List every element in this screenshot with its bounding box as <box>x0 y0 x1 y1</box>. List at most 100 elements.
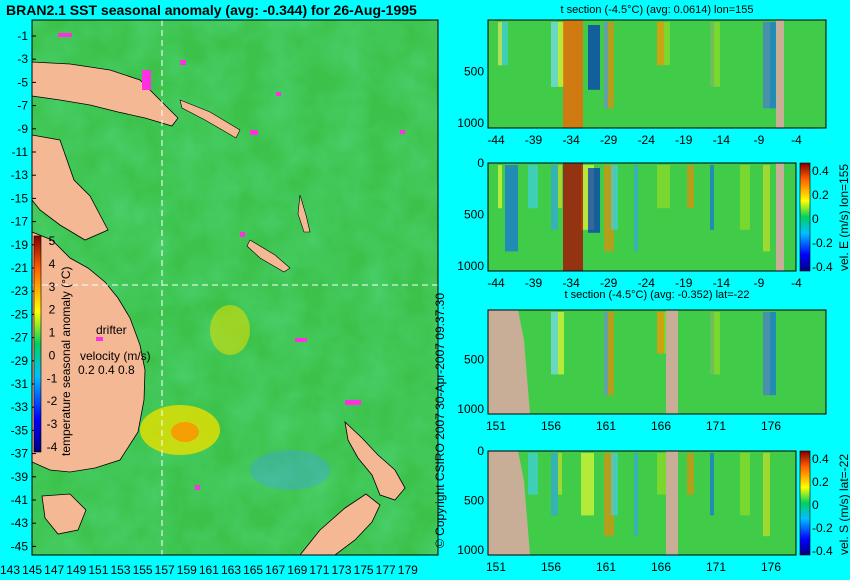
x-tick-label: 151 <box>486 560 506 574</box>
section-stripe <box>611 453 618 516</box>
main-map <box>31 19 439 556</box>
lon-tick-label: 155 <box>133 563 153 577</box>
y-tick-label: 0 <box>477 444 484 458</box>
x-tick-label: 171 <box>706 560 726 574</box>
section-stripe <box>611 165 618 230</box>
section-colorbar-label: vel. E (m/s) lon=155 <box>837 164 850 271</box>
vanuatu <box>297 194 311 233</box>
section-stripe <box>604 22 608 109</box>
colorbar-tick-label: 0.2 <box>812 475 829 489</box>
section-stripe <box>604 22 614 109</box>
x-tick-label: -24 <box>638 276 656 290</box>
section-stripe <box>581 453 594 516</box>
lon-tick-label: 145 <box>22 563 42 577</box>
section-frame <box>487 162 797 272</box>
lon-tick-label: 147 <box>44 563 64 577</box>
colorbar-tick-label: 0 <box>812 498 819 512</box>
section-stripe <box>551 453 558 516</box>
y-tick-label: 500 <box>464 494 484 508</box>
section-land-mask <box>488 451 530 555</box>
y-tick-label: 1000 <box>457 116 484 130</box>
section-stripe <box>763 312 776 396</box>
lat-tick-label: -25 <box>11 307 29 321</box>
section-strong-anomaly <box>563 163 583 271</box>
colorbar-tick-label: 0.4 <box>812 164 829 178</box>
section-stripe <box>604 453 614 537</box>
section-stripe <box>657 312 664 354</box>
section-strong-anomaly <box>563 20 583 128</box>
lat-tick-label: -33 <box>11 400 29 414</box>
section-stripe <box>498 22 508 66</box>
section-stripe <box>710 453 714 516</box>
colorbar-tick-label: -4 <box>47 440 58 454</box>
section-stripe <box>763 453 770 537</box>
lon-tick-label: 179 <box>398 563 418 577</box>
cool-anomaly-south <box>250 450 330 490</box>
section-stripe <box>740 453 750 516</box>
new-guinea-landmass <box>31 61 179 127</box>
section-stripe <box>551 165 558 230</box>
lon-tick-label: 159 <box>177 563 197 577</box>
lat-tick-label: -3 <box>17 52 28 66</box>
x-tick-label: -44 <box>487 133 505 147</box>
main-colorbar-label: temperature seasonal anomaly (°C) <box>59 266 73 456</box>
lon-tick-label: 161 <box>199 563 219 577</box>
x-tick-label: 176 <box>761 560 781 574</box>
x-tick-label: 161 <box>596 560 616 574</box>
section-stripe <box>528 165 538 209</box>
copyright-text: © Copyright CSIRO 2007 30-Apr-2007 09:37… <box>433 293 447 548</box>
section-stripe <box>604 165 614 252</box>
x-tick-label: 166 <box>651 560 671 574</box>
section-cold-band <box>588 25 600 90</box>
x-tick-label: -29 <box>600 133 618 147</box>
tasmania-landmass <box>41 493 87 535</box>
lon-ticks: 143 145 147 149 151 153 155 157 159 161 163 165 167 1… <box>0 563 418 577</box>
x-tick-label: -34 <box>562 276 580 290</box>
lat-tick-label: -37 <box>11 447 29 461</box>
colorbar-tick-label: -1 <box>47 371 58 385</box>
y-tick-label: 1000 <box>457 402 484 416</box>
lon-tick-label: 171 <box>309 563 329 577</box>
warm-anomaly-coral <box>210 305 250 355</box>
section-stripe <box>634 453 638 537</box>
lat-tick-label: -13 <box>11 168 29 182</box>
section-stripe <box>687 165 694 209</box>
lat-tick-label: -23 <box>11 284 29 298</box>
y-tick-label: 1000 <box>457 259 484 273</box>
section-land-mask <box>666 310 678 414</box>
colorbar-tick-label: 0 <box>49 348 56 362</box>
lon-tick-label: 167 <box>265 563 285 577</box>
lat-tick-label: -41 <box>11 493 29 507</box>
y-tick-label: 0 <box>477 156 484 170</box>
colorbar-tick-label: 1 <box>49 326 56 340</box>
colorbar-tick-label: 0 <box>812 212 819 226</box>
colorbar-tick-label: -0.4 <box>812 544 833 558</box>
section-stripe <box>528 453 538 495</box>
section-stripe <box>498 165 502 209</box>
section-colorbar <box>799 450 811 556</box>
section-stripe <box>710 312 720 375</box>
section-stripe <box>551 22 558 87</box>
section-stripe <box>558 453 562 495</box>
australia-landmass <box>31 231 146 473</box>
lat-tick-label: -31 <box>11 377 29 391</box>
section-stripe <box>763 22 776 109</box>
lon-tick-label: 143 <box>0 563 20 577</box>
lon-tick-label: 153 <box>110 563 130 577</box>
velocity-values: 0.2 0.4 0.8 <box>78 363 135 377</box>
lat-tick-label: -27 <box>11 331 29 345</box>
y-tick-label: 500 <box>464 207 484 221</box>
lon-tick-label: 165 <box>243 563 263 577</box>
section-stripe <box>687 453 694 495</box>
solomon-islands <box>179 99 241 139</box>
y-tick-label: 500 <box>464 64 484 78</box>
lat-tick-label: -45 <box>11 539 29 553</box>
drifter-label: drifter <box>96 323 127 337</box>
section-stripe <box>498 22 502 66</box>
section-panel-1: t section (-4.5°C) (avg: 0.0614) lon=155… <box>457 4 827 147</box>
x-tick-label: -9 <box>754 133 765 147</box>
lat-tick-label: -39 <box>11 470 29 484</box>
section-stripe <box>634 165 638 252</box>
colorbar-tick-label: -3 <box>47 417 58 431</box>
